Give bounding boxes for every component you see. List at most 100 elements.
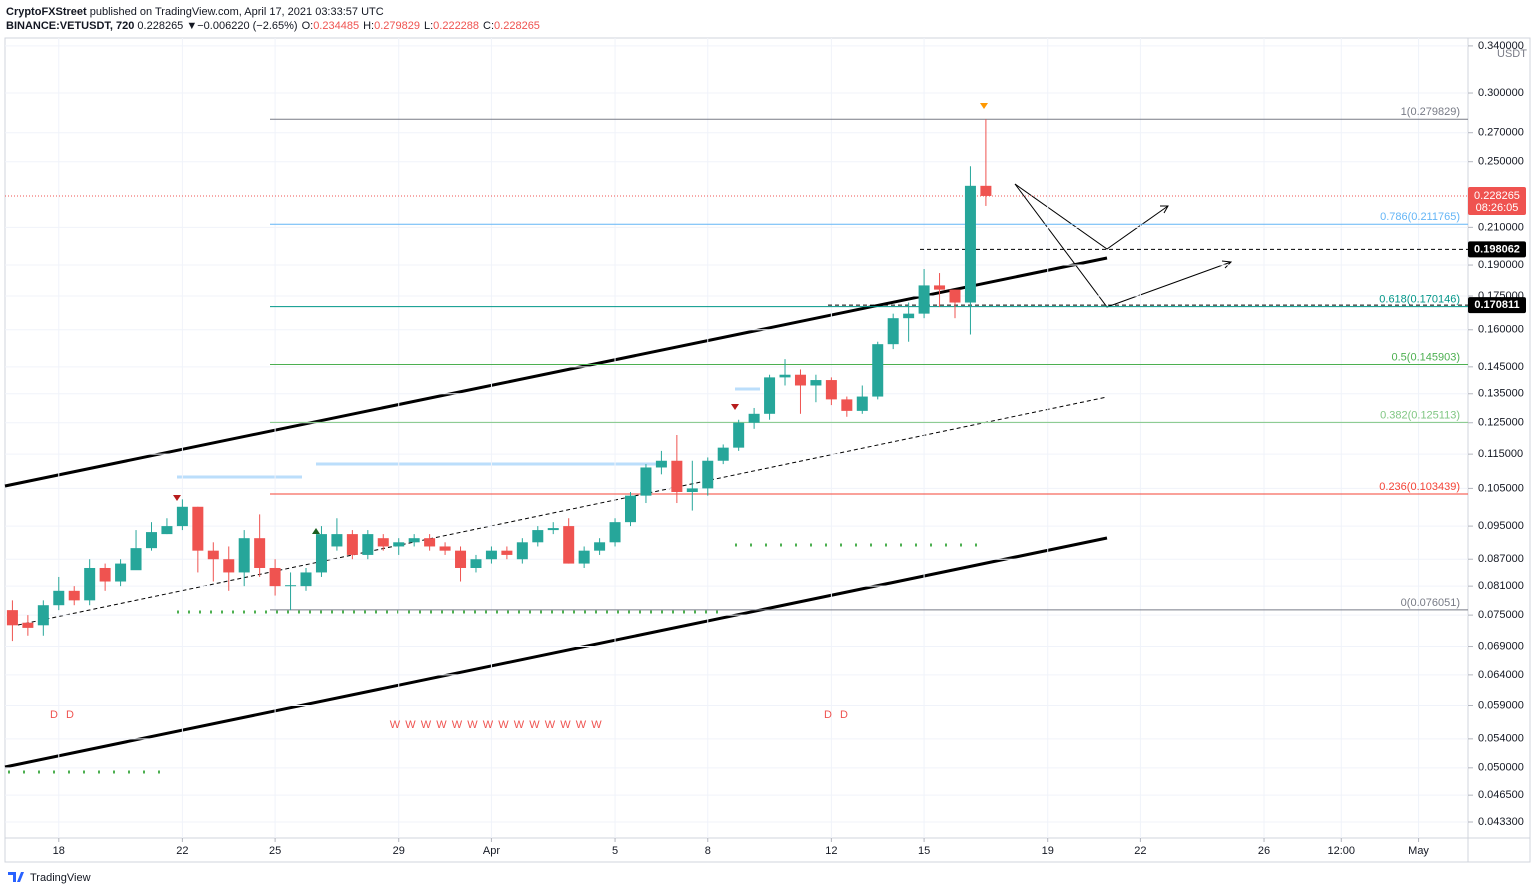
channel-upper [4, 256, 1108, 488]
ohlc-key: O: [302, 20, 314, 32]
candle-body [980, 185, 992, 196]
candle-body [331, 534, 343, 547]
candle-body [702, 460, 714, 489]
ohlc-key: H: [363, 20, 374, 32]
channel-middle [17, 396, 1108, 626]
y-tick-label: 0.087000 [1478, 553, 1524, 565]
candle-body [145, 532, 157, 549]
candle-body [161, 526, 173, 535]
candle-body [609, 522, 621, 543]
y-tick-label: 0.135000 [1478, 388, 1524, 400]
signal-arrow [173, 495, 181, 501]
w-marker: W [390, 719, 401, 731]
candle-body [377, 538, 389, 547]
candle-body [501, 550, 513, 555]
header-line: CryptoFXStreet published on TradingView.… [6, 6, 384, 18]
logo [8, 872, 24, 882]
candle-body [285, 585, 297, 587]
x-tick-label: Apr [483, 845, 500, 857]
candle-body [794, 374, 806, 386]
x-tick-label: 22 [1134, 845, 1146, 857]
candle-body [686, 488, 698, 493]
candle-body [22, 622, 34, 628]
d-marker: D [50, 709, 58, 721]
signal-arrow [980, 103, 988, 109]
candle-body [964, 185, 976, 303]
arrow-head [1160, 205, 1169, 214]
fib-label: 0.382(0.125113) [1380, 409, 1460, 421]
x-tick-label: 8 [705, 845, 711, 857]
arrow-head [1221, 260, 1233, 269]
last-price-box [1468, 186, 1526, 215]
candle-body [115, 563, 127, 582]
x-tick-label: 12:00 [1328, 845, 1356, 857]
fib-label: 0.618(0.170146) [1379, 294, 1460, 306]
candle-body [748, 413, 760, 423]
x-tick-label: 25 [269, 845, 281, 857]
candle-body [408, 538, 420, 543]
candle-body [470, 559, 482, 568]
x-tick-label: 18 [53, 845, 65, 857]
projection-arrow [1014, 183, 1169, 250]
last: 0.228265 [137, 20, 183, 32]
change: ▼−0.006220 (−2.65%) [186, 20, 297, 32]
y-tick-label: 0.050000 [1478, 762, 1524, 774]
candle-body [671, 460, 683, 493]
w-marker: W [545, 719, 556, 731]
candle-body [733, 422, 745, 448]
candle-body [254, 538, 266, 568]
x-tick-label: 5 [612, 845, 618, 857]
fib-label: 0.786(0.211765) [1380, 211, 1460, 223]
w-marker: W [421, 719, 432, 731]
candle-body [84, 567, 96, 601]
x-tick-label: 19 [1042, 845, 1054, 857]
y-tick-label: 0.043300 [1478, 816, 1524, 828]
candle-body [810, 380, 822, 386]
fib-label: 1(0.279829) [1401, 106, 1460, 118]
w-marker: W [436, 719, 447, 731]
candle-body [455, 550, 467, 568]
ohlc-value: 0.234485 [313, 20, 359, 32]
candle-body [6, 610, 18, 626]
candle-body [223, 559, 235, 573]
x-tick-label: 12 [825, 845, 837, 857]
x-tick-label: 29 [393, 845, 405, 857]
candle-body [68, 590, 80, 601]
candle-body [238, 538, 250, 573]
x-tick-label: 26 [1258, 845, 1270, 857]
d-marker: D [66, 709, 74, 721]
d-marker: D [840, 709, 848, 721]
candle-body [547, 528, 559, 531]
y-tick-label: 0.095000 [1478, 520, 1524, 532]
y-tick-label: 0.046500 [1478, 789, 1524, 801]
level-box [1468, 297, 1526, 314]
published: published on TradingView.com, April 17, … [90, 6, 384, 18]
candle-body [192, 506, 204, 551]
w-marker: W [560, 719, 571, 731]
w-marker: W [514, 719, 525, 731]
fib-label: 0(0.076051) [1401, 597, 1460, 609]
candle-body [362, 534, 374, 555]
level-label: 0.198062 [1474, 243, 1520, 255]
w-marker: W [498, 719, 509, 731]
candle-body [516, 542, 528, 560]
candle-body [779, 374, 791, 378]
candle-body [825, 380, 837, 400]
footer: TradingView [30, 872, 91, 884]
candle-body [99, 567, 111, 582]
x-tick-label: May [1408, 845, 1429, 857]
x-tick-label: 15 [918, 845, 930, 857]
d-marker: D [824, 709, 832, 721]
ohlc-key: L: [424, 20, 433, 32]
y-tick-label: 0.250000 [1478, 156, 1524, 168]
candle-body [532, 530, 544, 543]
symbol: BINANCE:VETUSDT, 720 [6, 20, 134, 32]
candle-body [563, 526, 575, 564]
y-tick-label: 0.064000 [1478, 669, 1524, 681]
candle-body [269, 567, 281, 587]
y-tick-label: 0.069000 [1478, 640, 1524, 652]
frame [4, 37, 1531, 863]
ohlc-value: 0.228265 [494, 20, 540, 32]
y-tick-label: 0.340000 [1478, 40, 1524, 52]
